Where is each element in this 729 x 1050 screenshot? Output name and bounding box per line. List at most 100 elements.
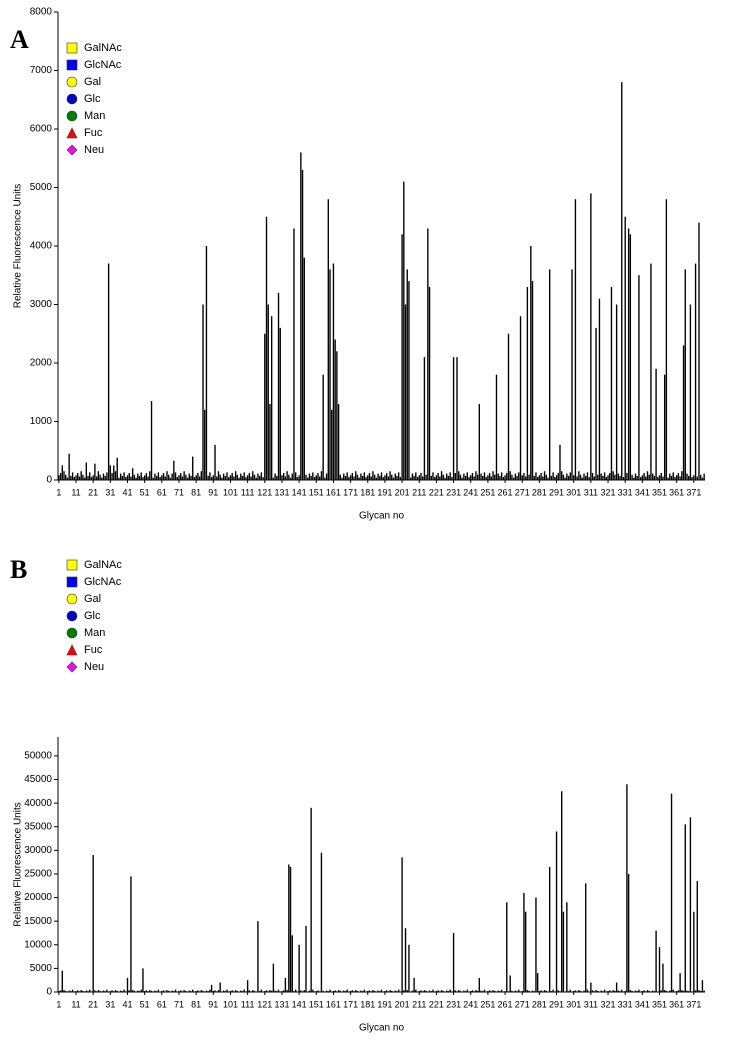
bar (296, 991, 299, 992)
bar (557, 472, 559, 480)
bar (233, 991, 235, 992)
bar (576, 476, 578, 480)
bar (343, 473, 345, 480)
bar (336, 991, 338, 992)
bar (130, 876, 132, 992)
bar (315, 475, 317, 480)
bar (198, 991, 201, 992)
y-tick-label: 45000 (24, 774, 52, 785)
bar (317, 990, 319, 992)
bar (629, 990, 632, 992)
bar (198, 476, 201, 480)
bar (358, 477, 360, 480)
bar (126, 977, 129, 992)
bar (380, 472, 383, 480)
x-tick-label: 201 (395, 487, 410, 497)
bar (397, 472, 400, 480)
bar (542, 991, 544, 992)
bar (509, 975, 511, 992)
bar (523, 892, 525, 992)
x-tick-label: 31 (105, 999, 115, 1009)
bar (554, 477, 556, 480)
bar (617, 990, 620, 992)
bar (164, 991, 166, 992)
bar (272, 477, 275, 480)
bar (288, 864, 290, 992)
bar (305, 925, 307, 992)
bar (257, 921, 259, 992)
bar (449, 989, 451, 992)
bar (399, 991, 402, 992)
bar (636, 475, 638, 480)
bar (617, 473, 620, 480)
bar (488, 472, 491, 480)
bar (171, 473, 173, 480)
bar (214, 990, 216, 992)
bar (547, 477, 549, 480)
bar (89, 472, 91, 480)
bar (437, 472, 439, 480)
bar (205, 246, 208, 480)
x-tick-label: 301 (566, 487, 581, 497)
bar (126, 475, 129, 480)
bar (622, 477, 625, 480)
x-tick-label: 21 (88, 487, 98, 497)
bar (516, 991, 518, 992)
bar (579, 990, 582, 992)
bar (571, 991, 573, 992)
bar (646, 990, 649, 992)
bar (334, 990, 336, 992)
bar (624, 216, 626, 480)
y-tick-label: 15000 (24, 916, 52, 927)
bar (319, 476, 321, 480)
bar (274, 990, 276, 992)
bar (164, 476, 166, 480)
bar (341, 477, 343, 480)
bar (470, 475, 472, 480)
bar (85, 990, 88, 992)
bar (365, 991, 367, 992)
x-tick-label: 171 (343, 487, 358, 497)
bar (466, 989, 468, 992)
bar (545, 474, 547, 480)
bar (698, 990, 700, 992)
bar (77, 990, 79, 992)
bar (291, 473, 293, 480)
bar (675, 475, 678, 480)
bar (511, 990, 513, 992)
bar (482, 475, 484, 480)
bar (370, 476, 372, 480)
bar (507, 991, 510, 992)
bar (533, 991, 535, 992)
bar (530, 246, 532, 480)
bar (379, 991, 381, 992)
bar (456, 991, 458, 992)
bar (622, 991, 625, 992)
bar (161, 991, 163, 992)
bar (602, 991, 604, 992)
bar (78, 991, 81, 992)
bar (629, 234, 632, 480)
bar (368, 472, 371, 480)
bar (518, 472, 520, 480)
bar (422, 991, 424, 992)
bar (470, 991, 472, 992)
y-tick-label: 30000 (24, 845, 52, 856)
bar (216, 991, 218, 992)
bar (82, 474, 84, 480)
bar (459, 990, 462, 992)
bar (65, 990, 67, 992)
bar (394, 990, 396, 992)
bar (483, 472, 486, 480)
x-tick-label: 71 (174, 999, 184, 1009)
bar (59, 990, 62, 992)
bar (454, 990, 456, 992)
bar (312, 989, 314, 992)
bar (119, 990, 122, 992)
bar (123, 472, 125, 480)
bar (138, 991, 141, 992)
bar (514, 473, 517, 480)
bar (688, 991, 690, 992)
bar (591, 472, 594, 480)
legend-symbol (66, 644, 78, 656)
